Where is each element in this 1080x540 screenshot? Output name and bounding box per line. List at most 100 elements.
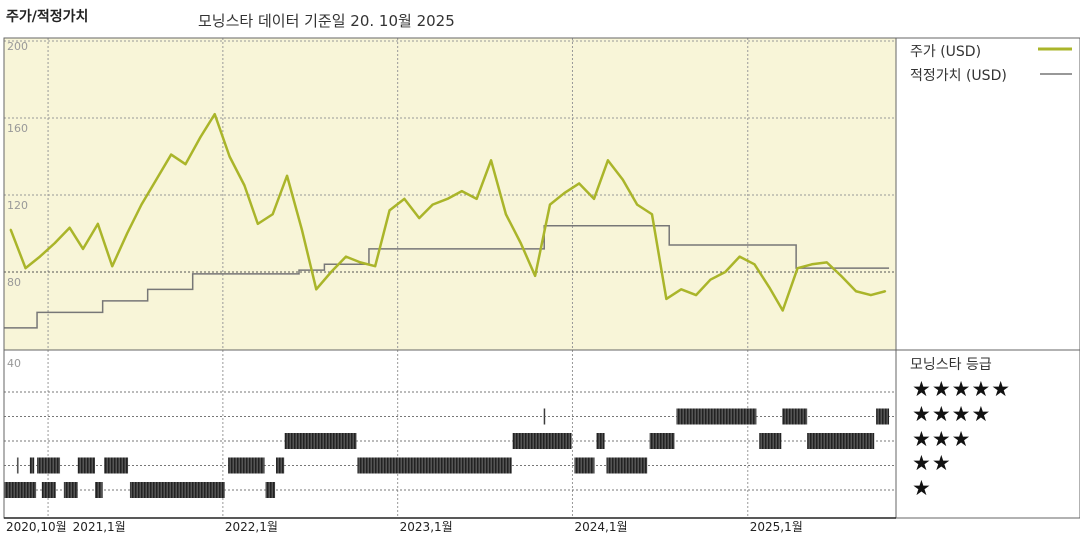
price-point (753, 263, 756, 266)
price-point (606, 159, 609, 162)
price-point (111, 265, 114, 268)
price-point (738, 255, 741, 258)
rating-bar-2-star (29, 457, 35, 474)
rating-bar-2-star (16, 457, 19, 474)
rating-bar-2-star (228, 457, 265, 474)
price-point (460, 190, 463, 193)
price-point (810, 263, 813, 266)
rating-bar-3-star (596, 433, 605, 449)
rating-bar-3-star (284, 433, 357, 449)
price-point (82, 247, 85, 250)
y-tick-label: 160 (7, 122, 28, 135)
price-point (24, 267, 27, 270)
rating-legend-title: 모닝스타 등급 (910, 357, 992, 373)
price-point (359, 261, 362, 264)
price-point (286, 174, 289, 177)
y-tick-label: 200 (7, 40, 28, 53)
price-point (825, 261, 828, 264)
price-point (534, 274, 537, 277)
price-point (315, 288, 318, 291)
price-point (228, 155, 231, 158)
rating-bar-1-star (129, 482, 225, 498)
price-point (446, 197, 449, 200)
price-point (490, 159, 493, 162)
star-4-label: ★★★★ (912, 402, 992, 426)
rating-bar-3-star (759, 433, 782, 449)
price-point (504, 213, 507, 216)
rating-bar-1-star (265, 482, 276, 498)
price-point (53, 242, 56, 245)
price-point (271, 213, 274, 216)
price-point (854, 290, 857, 293)
price-point (96, 222, 99, 225)
rating-bar-2-star (574, 457, 595, 474)
price-panel-bg (4, 38, 896, 350)
price-point (621, 178, 624, 181)
price-point (140, 203, 143, 206)
price-point (796, 267, 799, 270)
legend-price: 주가 (USD) (910, 44, 982, 60)
rating-bar-3-star (649, 433, 675, 449)
price-point (636, 203, 639, 206)
rating-bar-3-star (512, 433, 572, 449)
star-5-label: ★★★★★ (912, 377, 1012, 401)
x-tick-label: 2022,1월 (225, 520, 278, 534)
price-point (374, 265, 377, 268)
rating-bar-3-star (807, 433, 875, 449)
price-point (330, 271, 333, 273)
rating-bar-2-star (77, 457, 95, 474)
price-point (840, 274, 843, 277)
price-point (256, 222, 259, 225)
price-point (155, 178, 158, 181)
price-point (475, 197, 478, 200)
price-point (344, 255, 347, 258)
y-tick-label: 80 (7, 276, 21, 289)
price-point (431, 203, 434, 206)
price-point (709, 278, 712, 281)
price-point (243, 184, 246, 187)
star-2-label: ★★ (912, 451, 952, 475)
data-date: 모닝스타 데이터 기준일 20. 10월 2025 (198, 12, 455, 30)
price-point (126, 232, 129, 235)
price-point (199, 136, 202, 139)
rating-bar-1-star (41, 482, 56, 498)
rating-bar-1-star (94, 482, 103, 498)
star-3-label: ★★★ (912, 427, 972, 451)
rating-bar-1-star (4, 482, 37, 498)
rating-bar-1-star (63, 482, 78, 498)
rating-bar-4-star (876, 408, 890, 425)
price-point (9, 228, 12, 231)
rating-bar-2-star (104, 457, 129, 474)
price-point (403, 197, 406, 200)
price-point (68, 226, 71, 229)
rating-bar-2-star (276, 457, 285, 474)
price-point (213, 113, 216, 116)
price-point (724, 271, 727, 273)
price-point (563, 192, 566, 195)
x-tick-label: 2024,1월 (574, 520, 627, 534)
star-1-label: ★ (912, 476, 932, 500)
price-point (300, 228, 303, 231)
rating-bar-2-star (357, 457, 512, 474)
price-point (170, 153, 173, 156)
price-point (884, 290, 887, 293)
price-point (418, 217, 421, 220)
price-point (768, 286, 771, 289)
price-point (184, 163, 187, 166)
price-point (578, 182, 581, 185)
price-point (781, 309, 784, 312)
x-tick-label: 2020,10월 (6, 520, 67, 534)
x-tick-label: 2025,1월 (750, 520, 803, 534)
rating-bar-2-star (37, 457, 61, 474)
price-point (650, 213, 653, 216)
price-point (548, 203, 551, 206)
rating-axis-label: 40 (7, 357, 21, 370)
price-point (869, 294, 872, 297)
x-tick-label: 2021,1월 (73, 520, 126, 534)
price-point (680, 288, 683, 291)
legend-fair-value: 적정가치 (USD) (910, 68, 1007, 84)
rating-bar-2-star (606, 457, 648, 474)
rating-bar-4-star (676, 408, 757, 425)
price-point (665, 297, 668, 300)
